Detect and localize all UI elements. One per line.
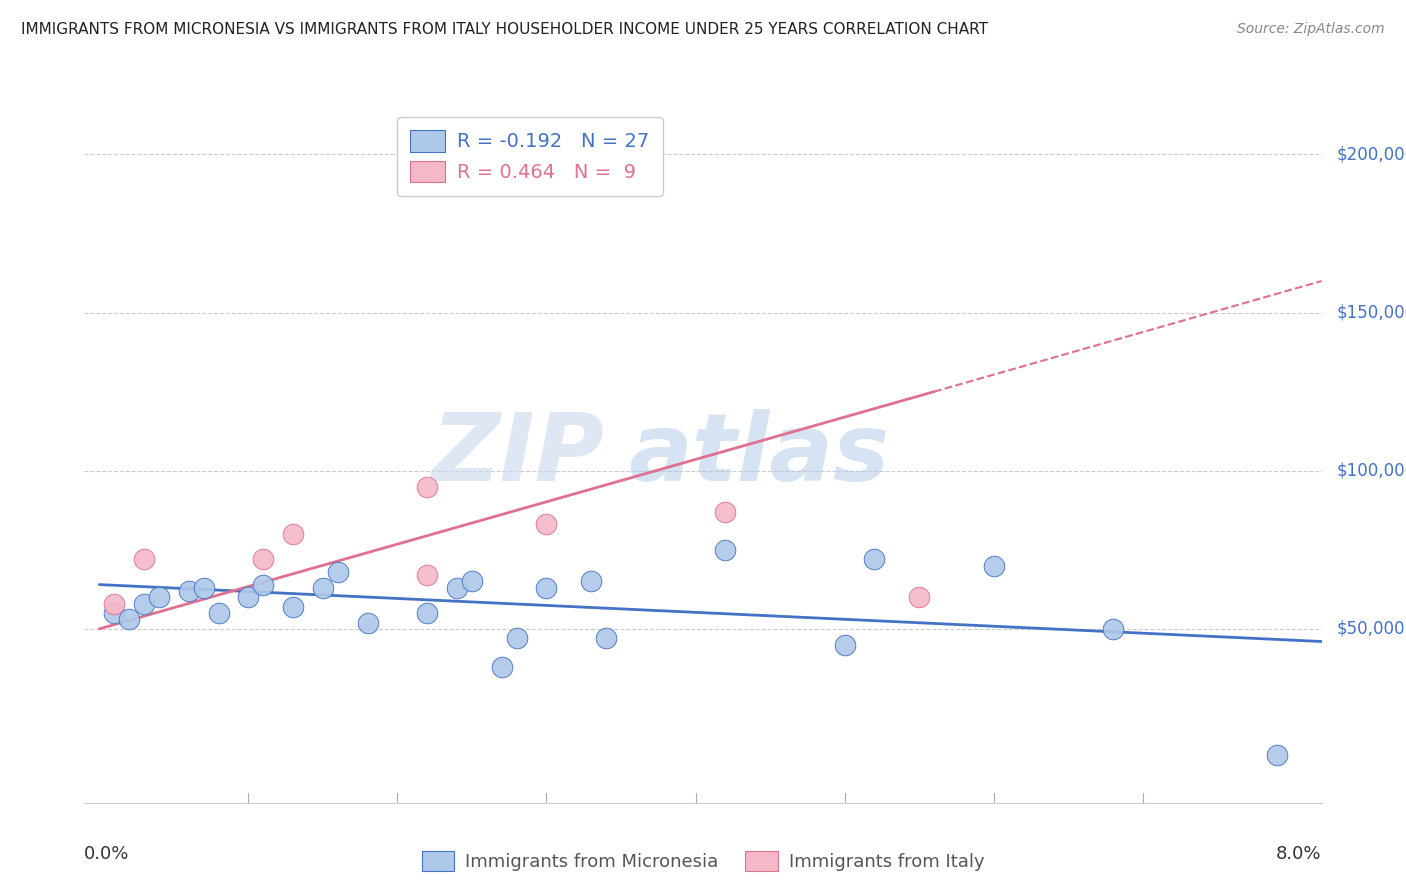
Point <box>983 558 1005 573</box>
Point <box>238 591 260 605</box>
Point <box>446 581 468 595</box>
Point <box>148 591 170 605</box>
Point <box>491 660 513 674</box>
Point <box>281 599 304 614</box>
Point <box>326 565 349 579</box>
Point <box>281 527 304 541</box>
Point <box>461 574 484 589</box>
Text: IMMIGRANTS FROM MICRONESIA VS IMMIGRANTS FROM ITALY HOUSEHOLDER INCOME UNDER 25 : IMMIGRANTS FROM MICRONESIA VS IMMIGRANTS… <box>21 22 988 37</box>
Point <box>595 632 617 646</box>
Text: 8.0%: 8.0% <box>1277 845 1322 863</box>
Point <box>908 591 931 605</box>
Point <box>863 552 886 566</box>
Point <box>193 581 215 595</box>
Text: atlas: atlas <box>628 409 890 501</box>
Point <box>714 542 737 557</box>
Text: 0.0%: 0.0% <box>84 845 129 863</box>
Text: $50,000: $50,000 <box>1337 620 1405 638</box>
Point <box>579 574 602 589</box>
Legend: R = -0.192   N = 27, R = 0.464   N =  9: R = -0.192 N = 27, R = 0.464 N = 9 <box>396 117 662 196</box>
Point <box>118 612 141 626</box>
Point <box>416 479 439 493</box>
Point <box>252 577 274 591</box>
Point <box>536 517 558 532</box>
Legend: Immigrants from Micronesia, Immigrants from Italy: Immigrants from Micronesia, Immigrants f… <box>415 844 991 879</box>
Point <box>356 615 378 630</box>
Text: $200,000: $200,000 <box>1337 145 1406 163</box>
Point <box>416 606 439 620</box>
Point <box>132 597 155 611</box>
Point <box>714 505 737 519</box>
Point <box>103 606 125 620</box>
Point <box>103 597 125 611</box>
Point <box>505 632 527 646</box>
Text: $100,000: $100,000 <box>1337 462 1406 480</box>
Point <box>177 583 200 598</box>
Point <box>252 552 274 566</box>
Point <box>834 638 856 652</box>
Point <box>1265 748 1288 763</box>
Point <box>312 581 335 595</box>
Point <box>132 552 155 566</box>
Point <box>536 581 558 595</box>
Text: Source: ZipAtlas.com: Source: ZipAtlas.com <box>1237 22 1385 37</box>
Text: $150,000: $150,000 <box>1337 303 1406 322</box>
Point <box>207 606 229 620</box>
Text: ZIP: ZIP <box>432 409 605 501</box>
Point <box>416 568 439 582</box>
Point <box>1102 622 1125 636</box>
